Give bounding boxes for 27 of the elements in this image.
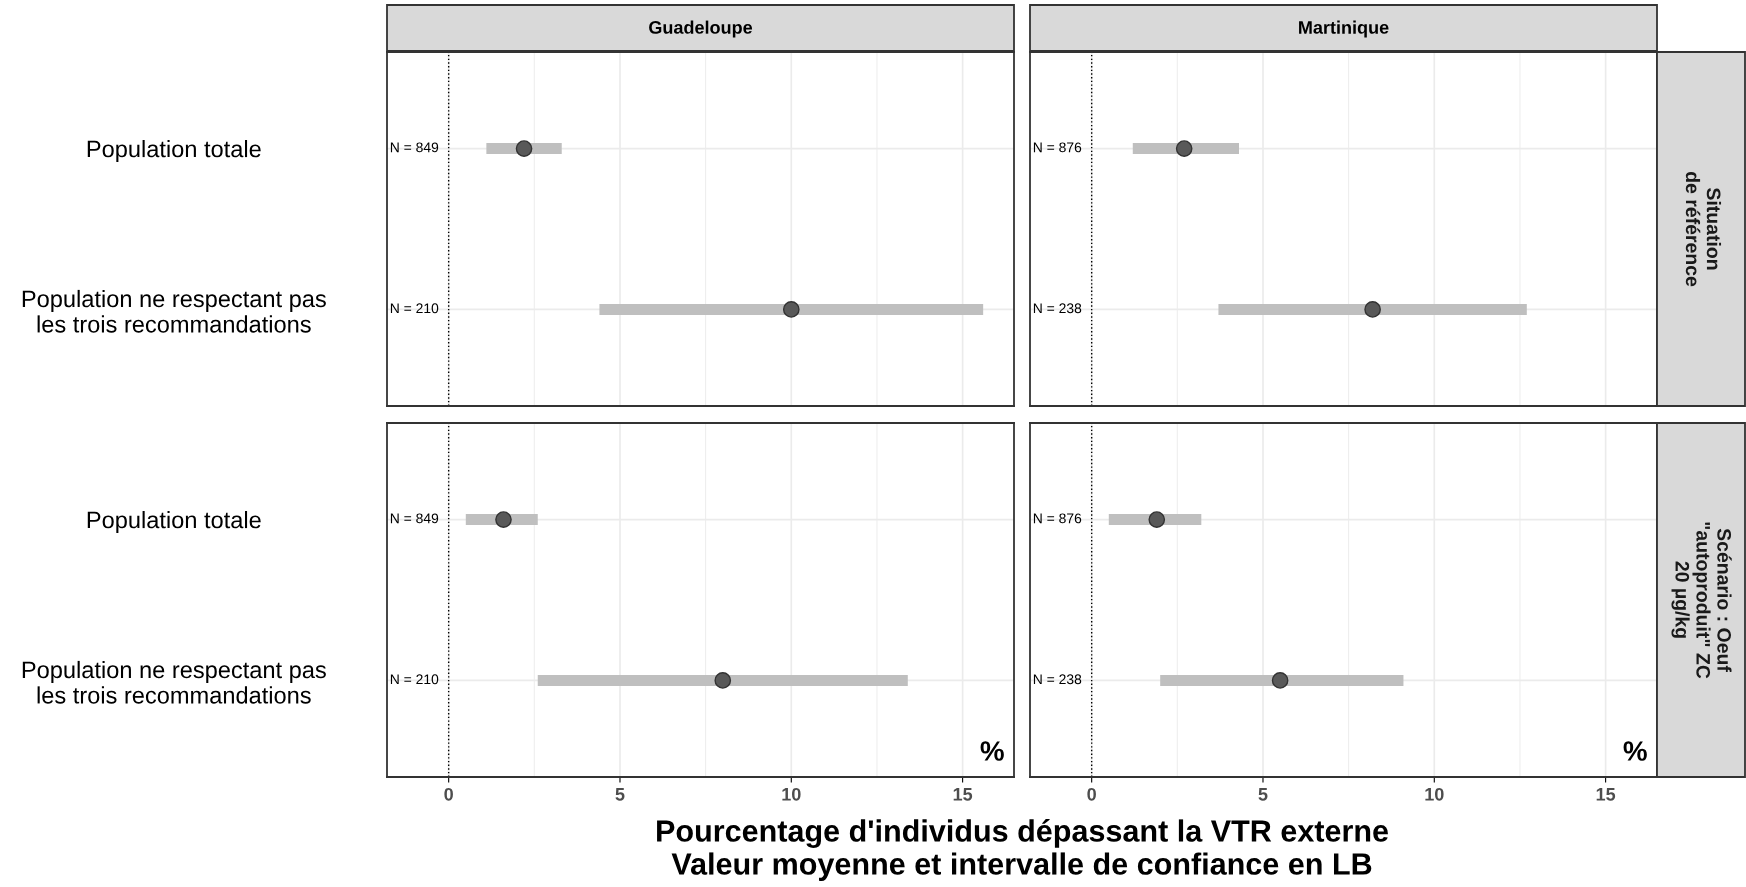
annotation: N = 849 — [390, 513, 439, 524]
y2-axis-title: Situation de référence — [1685, 171, 1722, 287]
x-tick-label: 5 — [615, 788, 625, 801]
y-tick-label: Population ne respectant pas les trois recommandations — [22, 289, 326, 333]
x-tick-label: 10 — [782, 787, 801, 801]
annotation: N = 876 — [1033, 142, 1082, 153]
y2-axis-title: Scénario : Oeuf "autoproduit" ZC 20 µg/kg — [1671, 522, 1732, 679]
y-tick-label: Population totale — [87, 139, 261, 162]
x-tick-label: 0 — [444, 787, 453, 801]
x-tick-label: 15 — [953, 788, 973, 801]
annotation: % — [1623, 741, 1647, 761]
x-tick-label: 0 — [1087, 787, 1096, 801]
y-tick-label: Population ne respectant pas les trois recommandations — [22, 660, 326, 704]
annotation: N = 876 — [1033, 513, 1082, 524]
annotation: N = 238 — [1033, 674, 1082, 685]
y-tick-label: Population totale — [87, 510, 261, 533]
x-axis-title: Pourcentage d'individus dépassant la VTR externe Valeur moyenne et intervalle de confiance en LB — [657, 819, 1388, 881]
annotation: N = 849 — [390, 142, 439, 153]
annotation: N = 210 — [390, 674, 439, 685]
x-tick-label: 15 — [1596, 788, 1616, 801]
annotation: % — [980, 741, 1004, 761]
annotation: N = 238 — [1033, 303, 1082, 314]
x-tick-label: 5 — [1258, 788, 1268, 801]
annotation: N = 210 — [390, 303, 439, 314]
chart-title: Guadeloupe — [649, 20, 753, 38]
x-tick-label: 10 — [1425, 787, 1444, 801]
chart-title: Martinique — [1299, 20, 1389, 38]
